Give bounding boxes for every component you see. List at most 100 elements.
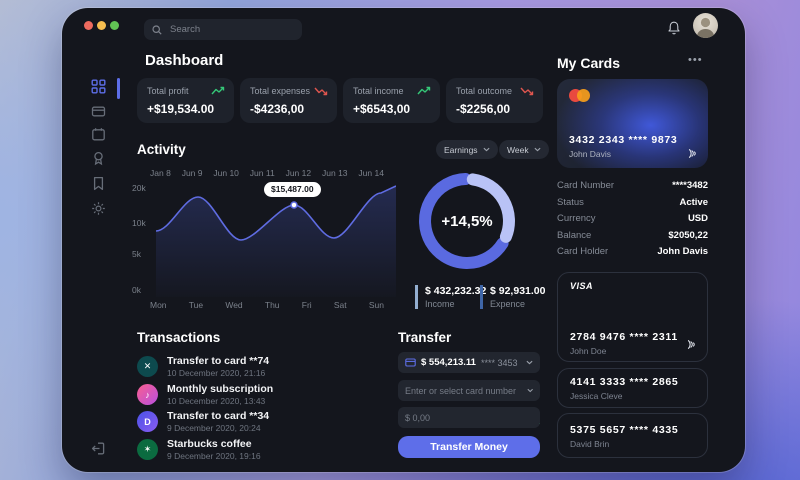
- y-tick: 10k: [132, 218, 146, 228]
- card-details: Card Number ****3482 Status Active Currenc…: [557, 180, 708, 263]
- from-card-number: **** 3453: [480, 357, 518, 368]
- chart-date-axis: Jan 8 Jun 9 Jun 10 Jun 11 Jun 12 Jun 13 Jun 14: [150, 168, 384, 178]
- avatar-silhouette: [696, 17, 715, 38]
- chevron-down-icon: [483, 147, 490, 152]
- trend-down-icon: [520, 87, 534, 96]
- sidebar-item-cards[interactable]: [91, 104, 106, 119]
- day-label: Wed: [225, 300, 243, 310]
- sidebar-item-rewards[interactable]: [91, 151, 106, 166]
- card-number-input[interactable]: [405, 385, 522, 396]
- transaction-date: 9 December 2020, 19:16: [167, 451, 261, 461]
- date-label: Jun 9: [181, 168, 203, 178]
- logout-icon[interactable]: [91, 441, 106, 456]
- stat-card-total-expenses: Total expenses -$4236,00: [240, 78, 337, 123]
- stat-value: -$2256,00: [456, 102, 511, 116]
- icon-glyph: ✶: [143, 444, 152, 454]
- stat-card-total-outcome: Total outcome -$2256,00: [446, 78, 543, 123]
- donut-center-value: +14,5%: [441, 212, 493, 230]
- my-cards-menu-button[interactable]: •••: [688, 54, 703, 66]
- icon-glyph: ✕: [143, 361, 152, 371]
- visa-logo: VISA: [570, 281, 594, 291]
- transaction-date: 10 December 2020, 21:16: [167, 368, 266, 378]
- from-card-select[interactable]: $ 554,213.11 **** 3453: [398, 352, 540, 373]
- chart-day-axis: Mon Tue Wed Thu Fri Sat Sun: [150, 300, 384, 310]
- transaction-title: Monthly subscription: [167, 383, 274, 395]
- transfer-money-button[interactable]: Transfer Money: [398, 436, 540, 458]
- stat-card-total-profit: Total profit +$19,534.00: [137, 78, 234, 123]
- card-list-item[interactable]: 5375 5657 **** 4335 David Brin: [557, 413, 708, 458]
- earnings-dropdown[interactable]: Earnings: [436, 140, 498, 159]
- day-label: Sun: [368, 300, 384, 310]
- app-window: Dashboard Total profit +$19,534.00 Total…: [62, 8, 745, 472]
- trend-down-icon: [314, 87, 328, 96]
- detail-label: Card Holder: [557, 246, 609, 257]
- my-cards-title: My Cards: [557, 55, 621, 71]
- activity-line-chart: [156, 185, 396, 297]
- detail-label: Status: [557, 196, 584, 208]
- amount-field[interactable]: [398, 407, 540, 428]
- chevron-down-icon: [534, 147, 541, 152]
- card-holder: John Doe: [570, 346, 607, 356]
- search-bar[interactable]: [144, 19, 302, 40]
- y-tick: 20k: [132, 183, 146, 193]
- transfer-title: Transfer: [398, 330, 452, 345]
- search-icon: [152, 24, 162, 35]
- income-value: $ 432,232.32: [425, 285, 487, 297]
- card-holder: John Davis: [569, 149, 612, 159]
- day-label: Tue: [188, 300, 204, 310]
- detail-value: USD: [687, 213, 708, 224]
- date-label: Jun 11: [249, 168, 275, 178]
- starbucks-icon: ✶: [137, 439, 158, 460]
- card-list-item[interactable]: VISA 2784 9476 **** 2311 John Doe: [557, 272, 708, 362]
- day-label: Sat: [333, 300, 347, 310]
- stat-value: +$6543,00: [353, 102, 411, 116]
- primary-bank-card[interactable]: 3432 2343 **** 9873 John Davis: [557, 79, 708, 168]
- card-holder: David Brin: [570, 439, 610, 449]
- from-card-balance: $ 554,213.11: [421, 357, 476, 368]
- mastercard-icon: [569, 89, 593, 102]
- card-number: 3432 2343 **** 9873: [569, 134, 678, 146]
- card-icon: [405, 358, 416, 367]
- day-label: Mon: [150, 300, 167, 310]
- user-avatar[interactable]: [693, 13, 718, 38]
- income-label: Income: [425, 299, 455, 309]
- chevron-down-icon: [527, 388, 533, 393]
- transaction-row[interactable]: ✶ Starbucks coffee 9 December 2020, 19:16…: [137, 436, 540, 463]
- sidebar-item-bookmarks[interactable]: [91, 176, 106, 191]
- amount-input[interactable]: [405, 412, 533, 423]
- search-input[interactable]: [168, 23, 292, 36]
- dash-icon: D: [137, 411, 158, 432]
- stat-value: -$4236,00: [250, 102, 305, 116]
- sidebar-item-settings[interactable]: [91, 201, 106, 216]
- card-number: 5375 5657 **** 4335: [570, 424, 679, 436]
- icon-glyph: ♪: [145, 389, 150, 400]
- earnings-dropdown-label: Earnings: [444, 144, 478, 155]
- detail-label: Card Number: [557, 180, 615, 191]
- stat-label: Total profit: [147, 86, 189, 96]
- close-button[interactable]: [84, 21, 93, 30]
- sidebar-item-dashboard[interactable]: [91, 79, 106, 94]
- transaction-title: Transfer to card **34: [167, 410, 270, 422]
- chevron-down-icon: [526, 360, 533, 365]
- card-holder: Jessica Cleve: [570, 391, 623, 401]
- day-label: Thu: [264, 300, 280, 310]
- sidebar-item-calendar[interactable]: [91, 127, 106, 142]
- stat-label: Total income: [353, 86, 404, 96]
- contactless-icon: [688, 149, 696, 158]
- to-card-select[interactable]: [398, 380, 540, 401]
- active-nav-indicator: [117, 78, 120, 99]
- date-label: Jun 12: [285, 168, 312, 178]
- week-dropdown-label: Week: [507, 144, 529, 155]
- transactions-title: Transactions: [137, 330, 221, 345]
- contactless-icon: [687, 340, 695, 349]
- transaction-date: 9 December 2020, 20:24: [167, 423, 261, 433]
- income-legend: $ 432,232.32 Income: [415, 285, 486, 309]
- minimize-button[interactable]: [97, 21, 106, 30]
- trend-up-icon: [417, 86, 431, 95]
- maximize-button[interactable]: [110, 21, 119, 30]
- notifications-bell-icon[interactable]: [666, 20, 682, 37]
- card-list-item[interactable]: 4141 3333 **** 2865 Jessica Cleve: [557, 368, 708, 408]
- week-dropdown[interactable]: Week: [499, 140, 549, 159]
- page-title: Dashboard: [145, 52, 224, 69]
- date-label: Jun 14: [358, 168, 384, 178]
